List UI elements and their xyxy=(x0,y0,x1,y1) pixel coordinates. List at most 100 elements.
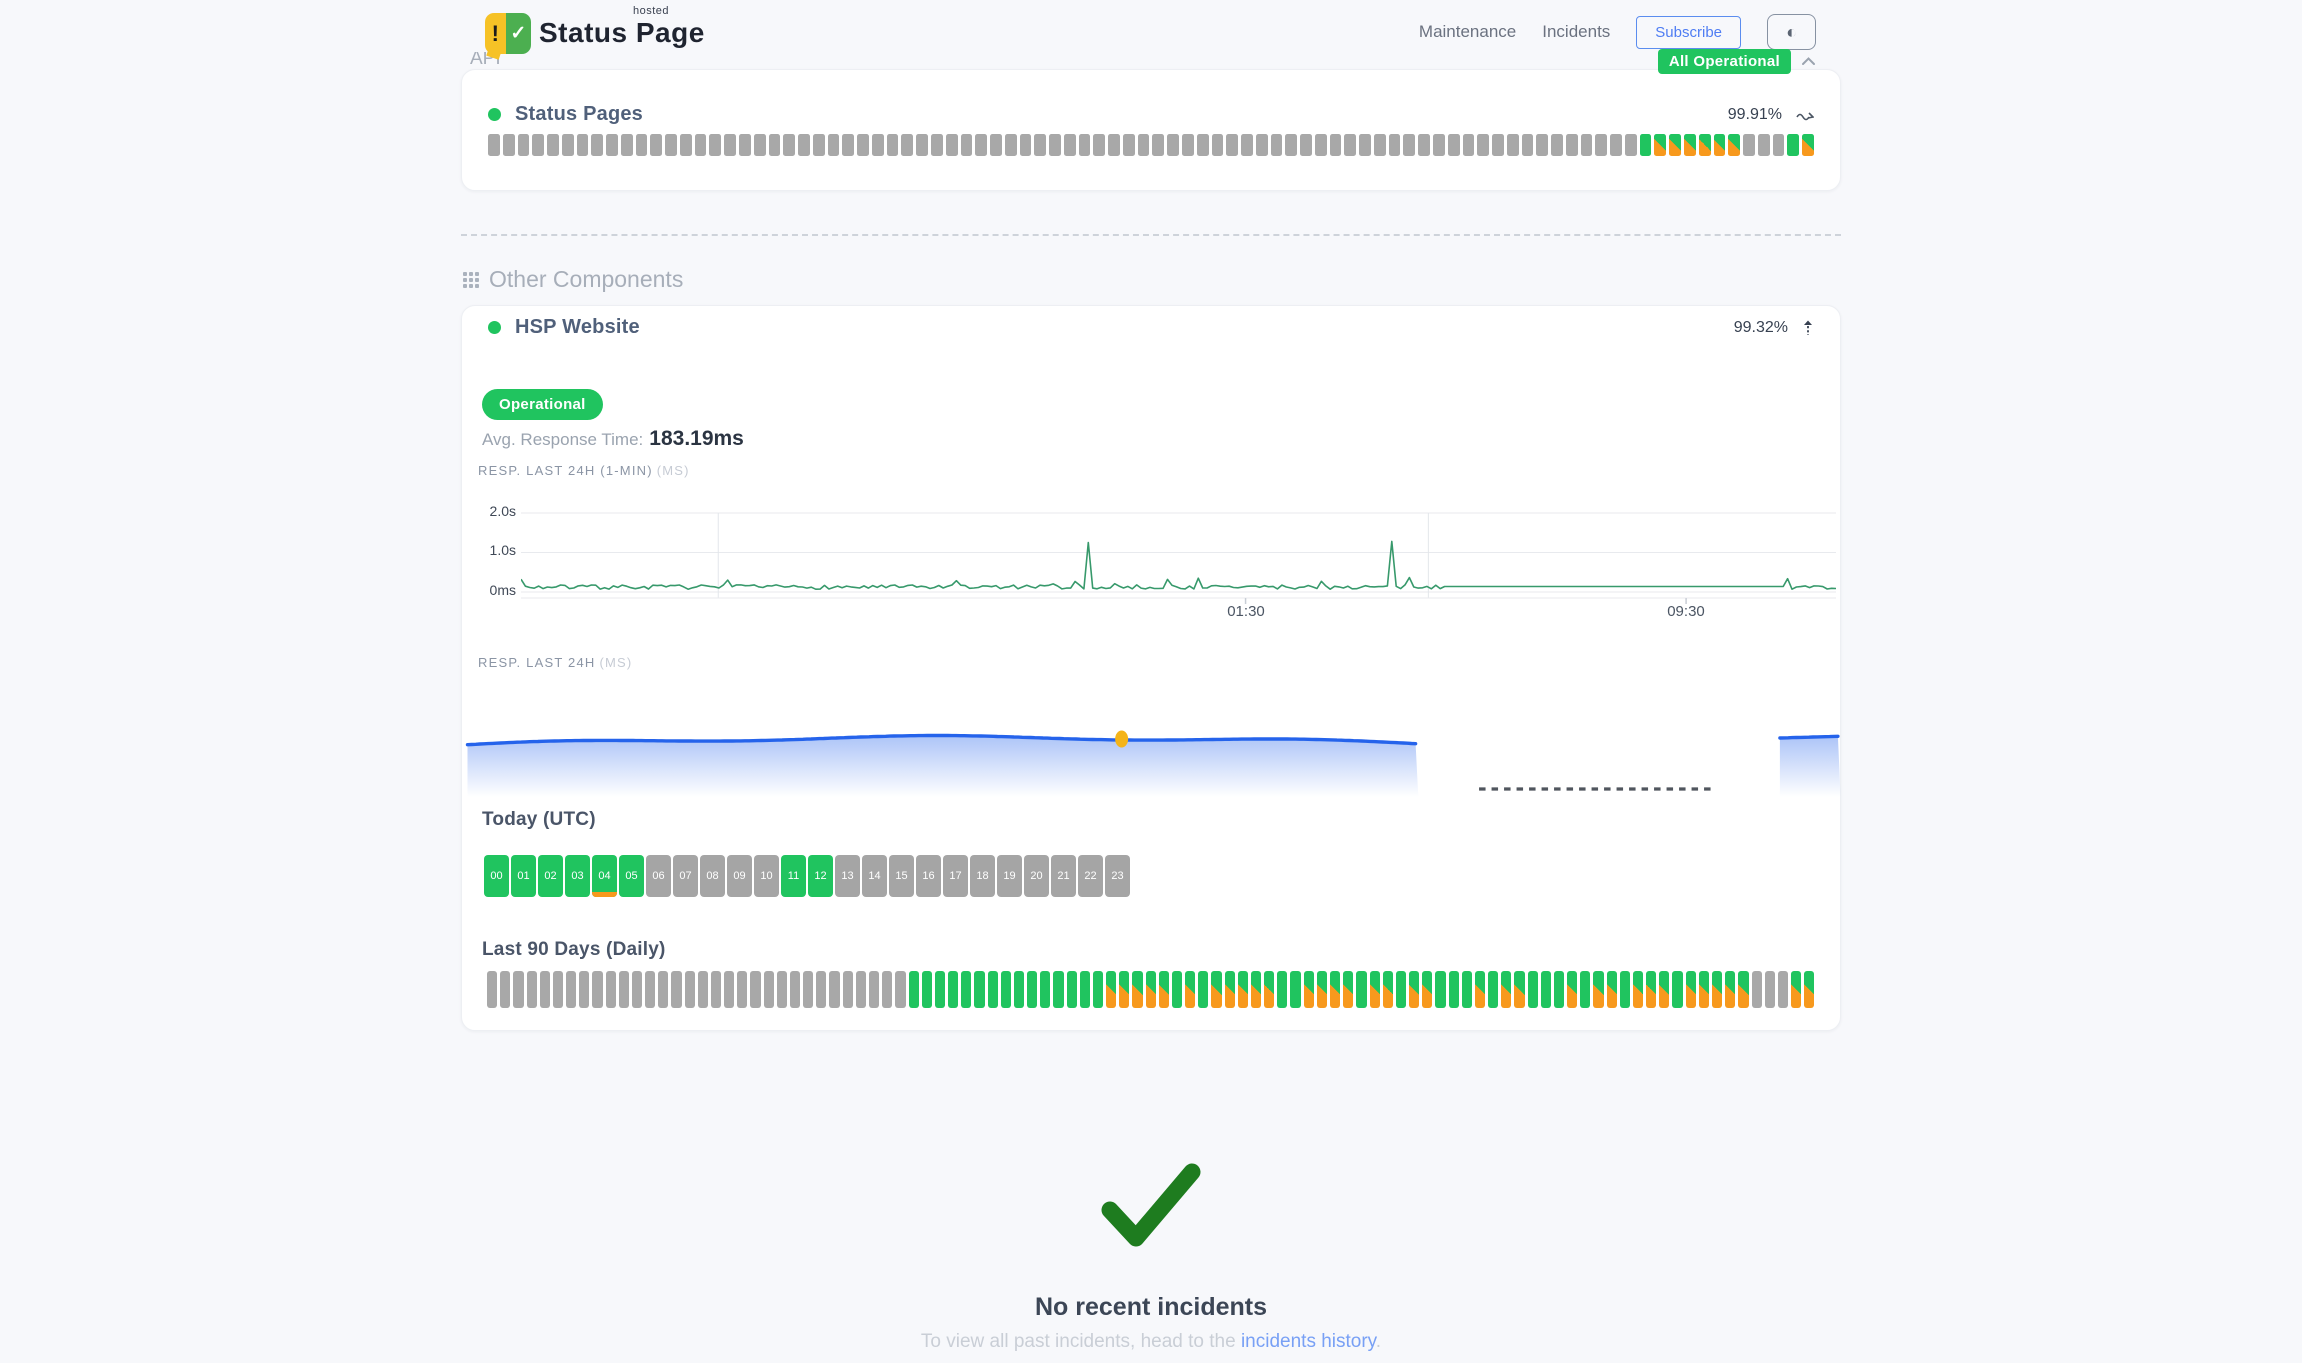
uptime-bar xyxy=(1787,134,1800,156)
uptime-bar xyxy=(1685,971,1696,1008)
incidents-history-link[interactable]: incidents history xyxy=(1240,1331,1376,1352)
uptime-bar xyxy=(1303,971,1314,1008)
uptime-bar xyxy=(753,134,766,156)
uptime-bar xyxy=(1185,971,1196,1008)
xtick-0930: 09:30 xyxy=(1667,603,1705,620)
hour-label: 11 xyxy=(787,870,800,882)
uptime-bar xyxy=(1610,134,1622,156)
hour-block-18: 18 xyxy=(970,855,995,897)
uptime-percentage: 99.32% xyxy=(1733,318,1788,336)
hour-label: 03 xyxy=(571,870,584,882)
uptime-bar xyxy=(1119,971,1130,1008)
uptime-bar xyxy=(1595,134,1608,156)
dashed-up-arrow-icon[interactable] xyxy=(1802,319,1814,336)
uptime-bar xyxy=(1395,971,1407,1008)
uptime-bar xyxy=(618,971,629,1008)
uptime-bar xyxy=(1646,971,1657,1008)
uptime-bar xyxy=(1698,971,1709,1008)
uptime-bar xyxy=(1477,134,1490,156)
avg-response-label: Avg. Response Time: xyxy=(482,430,644,449)
uptime-bar xyxy=(1580,134,1593,156)
uptime-bar xyxy=(945,134,958,156)
uptime-bar xyxy=(671,971,682,1008)
uptime-bar xyxy=(1802,134,1814,156)
uptime-bar xyxy=(1158,971,1169,1008)
app-header: ! ✓ Status Page hosted Maintenance Incid… xyxy=(0,0,2302,74)
brand-title[interactable]: Status Page xyxy=(539,17,705,48)
uptime-bar xyxy=(1290,971,1301,1008)
uptime-bar xyxy=(1314,134,1327,156)
uptime-bar xyxy=(1255,134,1268,156)
page-content: API Status Pages 99.91% Other Components… xyxy=(461,0,1841,1363)
dashed-divider xyxy=(461,234,1841,236)
uptime-bar xyxy=(517,134,530,156)
uptime-bar xyxy=(855,971,866,1008)
uptime-bar xyxy=(697,971,708,1008)
hour-label: 02 xyxy=(544,870,557,882)
uptime-bar xyxy=(1108,134,1120,156)
uptime-bar xyxy=(1285,134,1298,156)
brand-tag: hosted xyxy=(633,5,670,17)
component-card-status-pages: Status Pages 99.91% xyxy=(461,69,1841,191)
uptime-bar xyxy=(1669,134,1682,156)
brand-logo-icon[interactable]: ! ✓ xyxy=(485,13,531,60)
uptime-bar xyxy=(1632,971,1644,1008)
chevron-up-icon[interactable] xyxy=(1801,56,1816,67)
component-row: HSP Website 99.32% xyxy=(488,316,1814,339)
uptime-bar xyxy=(1521,134,1534,156)
uptime-bar xyxy=(1329,134,1342,156)
uptime-bar xyxy=(1474,971,1486,1008)
uptime-bar xyxy=(684,971,695,1008)
hour-block-22: 22 xyxy=(1078,855,1103,897)
chart-marker-dot[interactable] xyxy=(1115,730,1129,748)
uptime-bar xyxy=(724,971,735,1008)
uptime-bar xyxy=(658,971,669,1008)
no-incidents-title: No recent incidents xyxy=(1035,1293,1267,1321)
uptime-bar xyxy=(1461,971,1472,1008)
uptime-bar xyxy=(566,971,577,1008)
uptime-bar xyxy=(816,971,827,1008)
uptime-bar xyxy=(886,134,899,156)
uptime-bar xyxy=(1343,971,1354,1008)
hour-block-15: 15 xyxy=(889,855,914,897)
uptime-bar xyxy=(1743,134,1755,156)
hour-label: 19 xyxy=(1003,870,1016,882)
theme-toggle-button[interactable]: ◐ xyxy=(1767,14,1816,50)
response-time-area-chart[interactable] xyxy=(462,697,1842,805)
uptime-bar xyxy=(842,134,855,156)
overall-status-badge: All Operational xyxy=(1657,49,1791,74)
hour-block-17: 17 xyxy=(943,855,968,897)
uptime-bar xyxy=(1659,971,1670,1008)
chart2-title-text: RESP. LAST 24H xyxy=(478,655,596,670)
uptime-bar xyxy=(1672,971,1683,1008)
uptime-bar xyxy=(829,971,840,1008)
grid-icon xyxy=(463,271,479,288)
uptime-bar xyxy=(1654,134,1667,156)
hour-block-14: 14 xyxy=(862,855,887,897)
uptime-bar xyxy=(645,971,656,1008)
component-row: Status Pages 99.91% xyxy=(488,103,1814,126)
uptime-bar xyxy=(576,134,589,156)
uptime-bar xyxy=(1145,971,1156,1008)
uptime-bar xyxy=(1725,971,1736,1008)
today-hour-blocks: 00 01 02 03 04 05 06 07 08 09 10 11 12 13 14 15 16 17 18 19… xyxy=(484,855,1130,897)
hour-label: 08 xyxy=(706,870,719,882)
section-header-other-components: Other Components xyxy=(463,266,683,293)
uptime-bar xyxy=(1409,971,1420,1008)
uptime-bar xyxy=(513,971,524,1008)
uptime-bar xyxy=(1713,134,1726,156)
degraded-strip xyxy=(592,892,617,897)
uptime-bar xyxy=(827,134,840,156)
uptime-bar xyxy=(960,134,973,156)
response-time-line-chart[interactable] xyxy=(521,501,1836,613)
nav-incidents[interactable]: Incidents xyxy=(1542,22,1611,41)
uptime-bar xyxy=(776,971,787,1008)
subscribe-button[interactable]: Subscribe xyxy=(1636,15,1741,49)
uptime-bar xyxy=(1137,134,1150,156)
header-container: ! ✓ Status Page hosted Maintenance Incid… xyxy=(461,0,1841,75)
nav-maintenance[interactable]: Maintenance xyxy=(1418,22,1517,41)
uptime-bar xyxy=(547,134,559,156)
component-card-hsp-website: HSP Website 99.32% Operational Avg. Resp… xyxy=(461,305,1841,1031)
uptime-bar xyxy=(1092,971,1104,1008)
trend-wave-icon[interactable] xyxy=(1796,108,1814,122)
